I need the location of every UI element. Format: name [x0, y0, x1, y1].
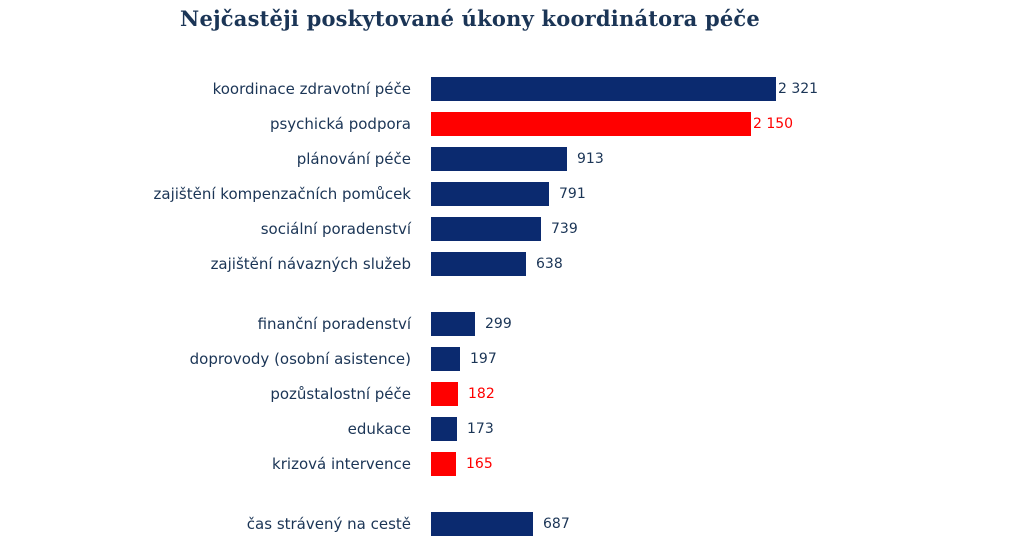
- category-label: čas strávený na cestě: [246, 515, 411, 533]
- category-label: krizová intervence: [272, 455, 411, 473]
- value-label: 182: [468, 386, 495, 402]
- bar: [431, 382, 458, 406]
- bar: [431, 147, 567, 171]
- bar: [431, 112, 751, 136]
- category-label: finanční poradenství: [257, 315, 411, 333]
- category-label: pozůstalostní péče: [270, 385, 411, 403]
- category-label: koordinace zdravotní péče: [212, 80, 411, 98]
- value-label: 791: [559, 186, 586, 202]
- category-label: zajištění kompenzačních pomůcek: [153, 185, 411, 203]
- bar: [431, 217, 541, 241]
- category-label: psychická podpora: [269, 115, 411, 133]
- category-label: zajištění návazných služeb: [210, 255, 411, 273]
- value-label: 173: [467, 421, 494, 437]
- bar: [431, 312, 475, 336]
- category-label: doprovody (osobní asistence): [189, 350, 411, 368]
- category-label: plánování péče: [296, 150, 411, 168]
- value-label: 299: [485, 316, 512, 332]
- category-label: edukace: [347, 420, 411, 438]
- bar: [431, 347, 460, 371]
- bar: [431, 252, 526, 276]
- value-label: 2 321: [778, 81, 819, 97]
- category-label: sociální poradenství: [260, 220, 411, 238]
- value-label: 197: [470, 351, 497, 367]
- bar: [431, 417, 457, 441]
- bar: [431, 182, 549, 206]
- bar: [431, 512, 533, 536]
- value-label: 2 150: [753, 116, 794, 132]
- bar: [431, 452, 456, 476]
- value-label: 913: [577, 151, 604, 167]
- chart-title: Nejčastěji poskytované úkony koordinátor…: [180, 6, 760, 31]
- value-label: 638: [536, 256, 563, 272]
- value-label: 687: [543, 516, 570, 532]
- value-label: 165: [466, 456, 493, 472]
- value-label: 739: [551, 221, 578, 237]
- bar: [431, 77, 776, 101]
